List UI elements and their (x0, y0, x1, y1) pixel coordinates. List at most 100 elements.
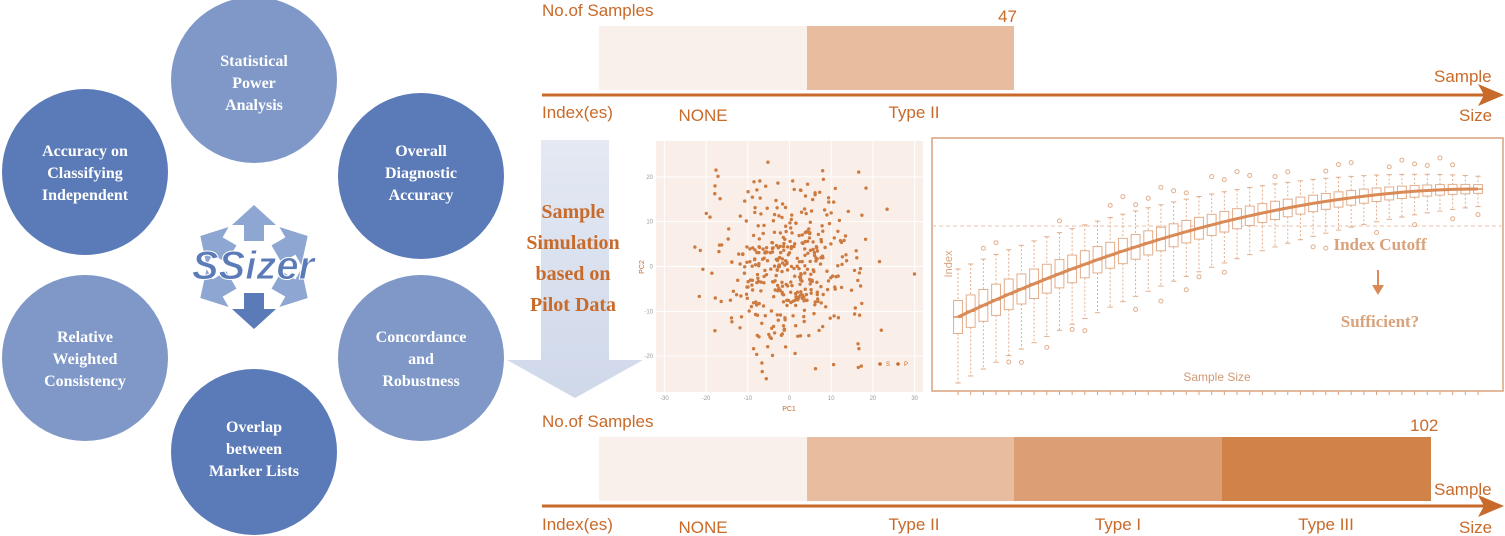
scatter-point (811, 240, 815, 244)
scatter-point (745, 260, 749, 264)
scatter-point (753, 206, 757, 210)
scatter-point (759, 280, 763, 284)
scatter-point (827, 221, 832, 226)
scatter-point (755, 188, 759, 192)
scatter-point (750, 283, 754, 287)
scatter-point (793, 292, 798, 296)
scatter-point (811, 197, 815, 202)
scatter-point (730, 260, 734, 264)
scatter-point (791, 314, 795, 318)
scatter-point (716, 174, 720, 178)
scatter-point (773, 288, 777, 292)
bottom-segment-label-type-iii: Type III (1298, 515, 1354, 534)
scatter-point (807, 236, 812, 240)
scatter-point (846, 209, 850, 214)
scatter-point (839, 240, 844, 245)
outlier-point (1171, 188, 1177, 194)
arrow-up-icon (232, 205, 276, 241)
scatter-point (763, 250, 768, 254)
scatter-point (794, 221, 798, 225)
top-axis-label-size: Size (1459, 106, 1492, 125)
scatter-point (739, 315, 744, 319)
scatter-point (719, 299, 723, 304)
scatter-point (799, 272, 803, 276)
outlier-point (1209, 174, 1215, 180)
circle-line: Overall (395, 143, 447, 160)
scatter-point (744, 292, 749, 296)
outlier-point (1006, 359, 1012, 365)
scatter-point (774, 257, 778, 262)
scatter-point (757, 301, 761, 306)
scatter-point (718, 197, 722, 201)
scatter-point (764, 377, 768, 381)
scatter-point (734, 293, 739, 297)
scatter-point (816, 299, 820, 304)
scatter-point (839, 285, 844, 290)
scatter-point (849, 288, 854, 292)
outlier-point (1475, 212, 1481, 218)
outlier-point (1247, 172, 1253, 178)
scatter-point (782, 248, 786, 252)
scatter-point (792, 244, 796, 249)
outlier-point (1424, 163, 1430, 169)
scatter-point (833, 186, 837, 191)
bottom-segment-label-type-i: Type I (1095, 515, 1141, 534)
scatter-point (832, 236, 836, 240)
top-axis-label-sample: Sample (1434, 67, 1492, 86)
scatter-point (785, 245, 790, 249)
scatter-ylabel: PC2 (639, 260, 646, 274)
outlier-point (1183, 287, 1189, 293)
outlier-point (1056, 218, 1062, 224)
scatter-point (758, 196, 762, 200)
scatter-point (829, 242, 833, 246)
scatter-point (794, 303, 798, 308)
legend-s-label: S (886, 362, 890, 368)
x-tick-label: -20 (702, 396, 711, 402)
scatter-point (771, 246, 775, 250)
scatter-point (836, 264, 840, 268)
scatter-point (781, 324, 786, 328)
ssizer-logo-text: SSizer (192, 244, 317, 288)
scatter-ticks: -30 -20 -10 0 10 20 30 20 10 0 -10 -20 (644, 175, 918, 402)
scatter-point (755, 280, 759, 285)
outlier-point (1183, 190, 1189, 196)
scatter-point (704, 211, 708, 216)
scatter-point (750, 195, 755, 199)
circle-accuracy-classifying-independent: Accuracy on Classifying Independent (2, 89, 168, 255)
scatter-point (772, 280, 776, 284)
scatter-point (802, 319, 806, 324)
scatter-point (780, 257, 785, 261)
x-tick-label: 10 (828, 396, 835, 402)
scatter-point (864, 186, 868, 190)
scatter-point (758, 179, 762, 183)
scatter-point (831, 362, 836, 367)
scatter-point (811, 268, 815, 272)
legend-p-label: P (904, 362, 908, 368)
outlier-point (1221, 269, 1227, 275)
scatter-point (752, 257, 757, 262)
scatter-point (784, 229, 788, 234)
scatter-point (759, 212, 763, 216)
outlier-point (1437, 155, 1443, 161)
circle-shape (2, 89, 168, 255)
scatter-point (746, 285, 750, 289)
scatter-point (803, 264, 807, 268)
pca-scatter-plot: -30 -20 -10 0 10 20 30 20 10 0 -10 -20 PC1 PC2 S P (639, 141, 923, 413)
scatter-point (806, 239, 810, 243)
outlier-point (1310, 244, 1316, 250)
scatter-point (793, 242, 797, 246)
scatter-point (807, 227, 811, 231)
bottom-axis-label-sample: Sample (1434, 480, 1492, 499)
scatter-point (770, 353, 775, 358)
outlier-point (993, 240, 999, 246)
outlier-point (1335, 161, 1341, 167)
scatter-point (751, 233, 756, 238)
scatter-point (785, 303, 789, 308)
scatter-xlabel: PC1 (782, 406, 796, 413)
scatter-point (818, 190, 822, 194)
scatter-point (743, 199, 747, 203)
scatter-point (825, 213, 829, 217)
scatter-point (778, 313, 783, 317)
scatter-point (788, 221, 792, 225)
